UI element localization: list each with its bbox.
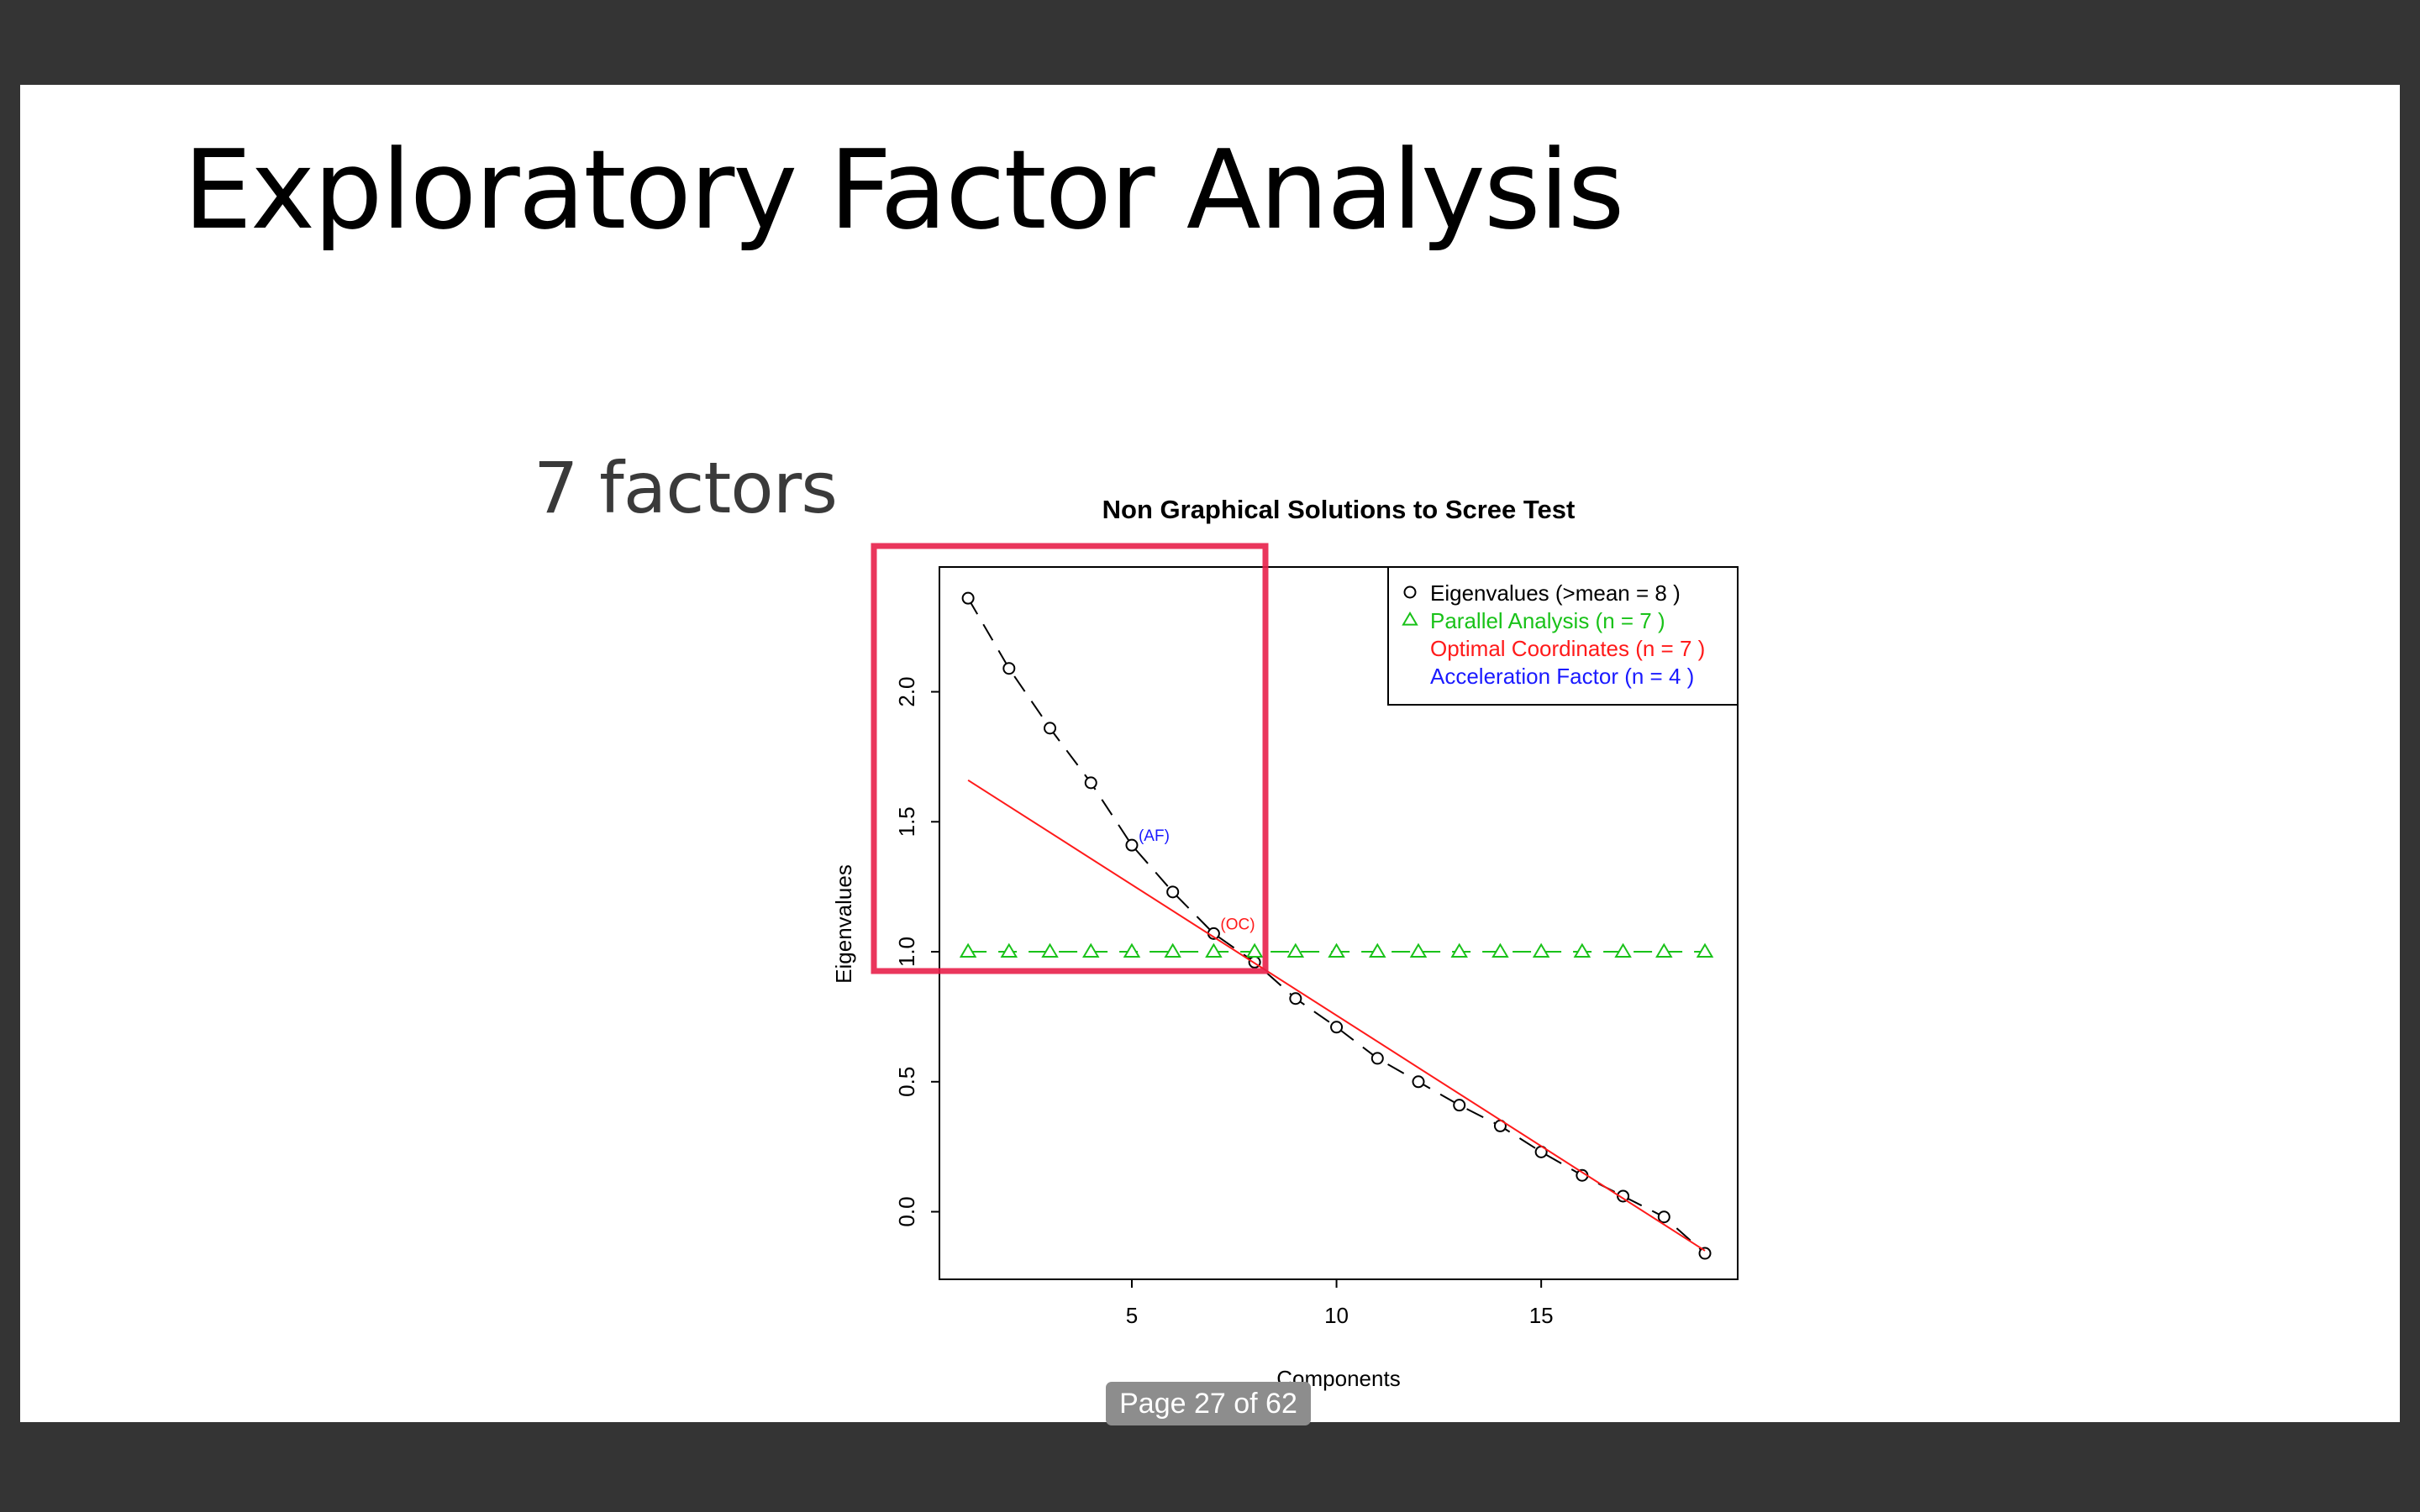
- y-tick-label: 0.5: [894, 1067, 919, 1097]
- data-point: [1082, 942, 1100, 958]
- point-annotation: (AF): [1139, 827, 1170, 845]
- data-point: [1617, 1189, 1630, 1203]
- data-point: [1041, 942, 1059, 958]
- page-indicator[interactable]: Page 27 of 62: [1106, 1382, 1311, 1425]
- series-2: [967, 779, 1706, 1252]
- data-point: [1450, 942, 1468, 958]
- data-point: [1491, 942, 1509, 958]
- y-axis: 0.0 0.5 1.0 1.5 2.0: [894, 676, 939, 1227]
- chart-title: Non Graphical Solutions to Scree Test: [1102, 495, 1576, 524]
- data-point: [1044, 722, 1057, 735]
- legend-box: [1387, 566, 1739, 706]
- data-point: [1330, 1021, 1344, 1034]
- series-0: [961, 591, 1712, 1260]
- data-point: [1000, 942, 1018, 958]
- data-point: [1164, 942, 1181, 958]
- factor-count-note: 7 factors: [534, 447, 838, 529]
- data-point: [1084, 776, 1097, 790]
- data-point: [1328, 942, 1345, 958]
- data-point: [1205, 942, 1223, 958]
- y-tick-label: 1.0: [894, 937, 919, 967]
- data-point: [1125, 838, 1139, 852]
- plot-frame: [939, 566, 1739, 1280]
- data-point: [1573, 942, 1591, 958]
- annotation-layer: (AF) (OC): [1139, 827, 1255, 933]
- data-point: [1123, 942, 1141, 958]
- x-tick-label: 10: [1324, 1303, 1349, 1328]
- data-point: [1245, 942, 1264, 958]
- data-point: [1532, 942, 1550, 958]
- y-tick-label: 1.5: [894, 806, 919, 837]
- legend-marker: [1402, 612, 1418, 626]
- slide-title: Exploratory Factor Analysis: [183, 126, 1624, 254]
- data-point: [1698, 1247, 1712, 1260]
- data-point: [1453, 1099, 1466, 1112]
- point-annotation: (OC): [1220, 916, 1255, 933]
- legend-label: Optimal Coordinates (n = 7 ): [1430, 636, 1705, 661]
- data-point: [1409, 942, 1428, 958]
- x-axis: 5 10 15: [1126, 1279, 1554, 1328]
- y-tick-label: 2.0: [894, 676, 919, 706]
- slide-canvas: [20, 85, 2400, 1422]
- data-point: [1286, 942, 1305, 958]
- data-point: [1166, 885, 1180, 899]
- y-axis-label: Eigenvalues: [831, 864, 856, 984]
- y-tick-label: 0.0: [894, 1196, 919, 1226]
- highlight-box: [871, 543, 1269, 974]
- x-tick-label: 15: [1529, 1303, 1554, 1328]
- legend-items: Eigenvalues (>mean = 8 )Parallel Analysi…: [1402, 580, 1705, 689]
- legend-label: Parallel Analysis (n = 7 ): [1430, 608, 1665, 633]
- data-point: [1657, 1210, 1670, 1224]
- legend-label: Eigenvalues (>mean = 8 ): [1430, 580, 1681, 606]
- data-point: [1369, 942, 1386, 958]
- legend-marker: [1403, 585, 1417, 599]
- data-point: [1412, 1075, 1425, 1089]
- data-point: [1655, 942, 1673, 958]
- data-point: [1002, 662, 1016, 675]
- series-layer: [959, 591, 1714, 1260]
- data-point: [959, 942, 977, 958]
- x-tick-label: 5: [1126, 1303, 1138, 1328]
- legend-label: Acceleration Factor (n = 4 ): [1430, 664, 1694, 689]
- data-point: [1289, 992, 1302, 1005]
- series-1: [959, 942, 1714, 958]
- data-point: [961, 591, 975, 605]
- data-point: [1614, 942, 1632, 958]
- series-line: [967, 779, 1706, 1252]
- legend: Eigenvalues (>mean = 8 )Parallel Analysi…: [1387, 566, 1739, 706]
- data-point: [1696, 942, 1714, 958]
- data-point: [1370, 1052, 1384, 1065]
